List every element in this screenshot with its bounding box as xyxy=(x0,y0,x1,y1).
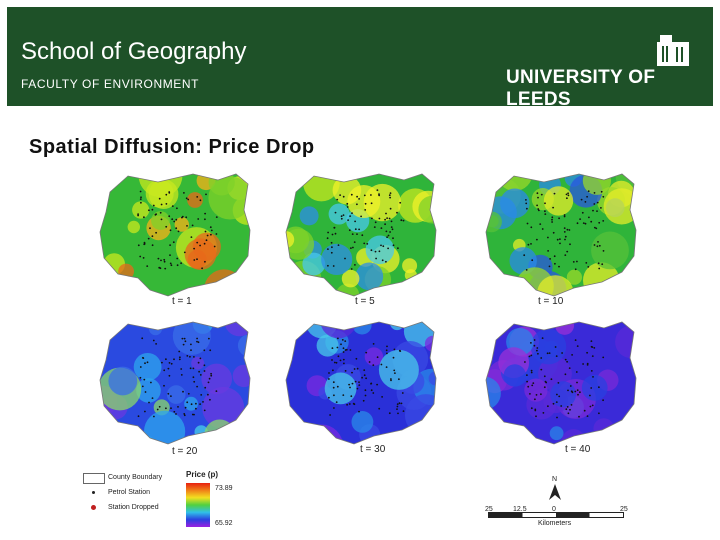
scale-tick-1: 25 xyxy=(485,506,493,513)
county-boundary-swatch xyxy=(83,473,105,484)
map-label-t2: t = 5 xyxy=(355,296,375,307)
scale-tick-3: 0 xyxy=(552,506,556,513)
price-map-t2 xyxy=(285,173,437,297)
petrol-station-dot-icon xyxy=(92,491,95,494)
scale-tick-4: 25 xyxy=(620,506,628,513)
legend-petrol-station: Petrol Station xyxy=(108,489,151,496)
map-label-t4: t = 20 xyxy=(172,446,198,457)
price-map-t6 xyxy=(485,321,637,445)
price-map-t4 xyxy=(99,321,251,445)
price-gradient-bar xyxy=(186,483,210,527)
school-title: School of Geography xyxy=(21,38,247,65)
legend-station-dropped: Station Dropped xyxy=(108,504,159,511)
legend-price-title: Price (p) xyxy=(186,470,219,479)
faculty-subtitle: FACULTY OF ENVIRONMENT xyxy=(21,77,200,91)
north-arrow-icon xyxy=(549,484,561,500)
legend-county-boundary: County Boundary xyxy=(108,474,163,481)
map-legend: County Boundary Petrol Station Station D… xyxy=(80,465,260,535)
map-label-t3: t = 10 xyxy=(538,296,564,307)
legend-price-low: 65.92 xyxy=(215,520,233,527)
price-map-t5 xyxy=(285,321,437,445)
slide-title: Spatial Diffusion: Price Drop xyxy=(29,136,315,158)
scale-bar: N 25 12.5 0 25 Kilometers xyxy=(480,470,630,530)
scale-unit: Kilometers xyxy=(538,520,572,527)
scale-segments xyxy=(488,512,624,518)
university-name: UNIVERSITY OF LEEDS xyxy=(506,67,656,110)
price-map-t1 xyxy=(99,173,251,297)
map-label-t5: t = 30 xyxy=(360,444,386,455)
university-logo-icon xyxy=(657,35,689,66)
north-label: N xyxy=(552,476,558,483)
station-dropped-dot-icon xyxy=(91,505,96,510)
price-map-t3 xyxy=(485,173,637,297)
legend-price-high: 73.89 xyxy=(215,485,233,492)
map-label-t1: t = 1 xyxy=(172,296,192,307)
map-label-t6: t = 40 xyxy=(565,444,591,455)
scale-tick-2: 12.5 xyxy=(513,506,527,513)
header-banner xyxy=(7,7,713,106)
